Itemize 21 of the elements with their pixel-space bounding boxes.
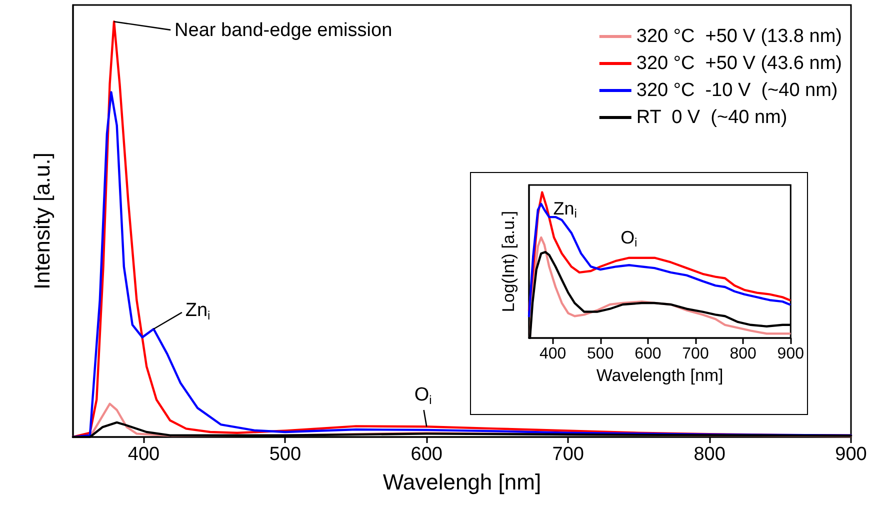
x-tick-label: 700 — [552, 444, 584, 465]
x-tick-label: 800 — [730, 346, 757, 362]
x-axis-title: Wavelength [nm] — [596, 366, 724, 385]
x-tick-label: 500 — [587, 346, 614, 362]
y-axis-title: Intensity [a.u.] — [30, 152, 54, 290]
x-tick-label: 600 — [634, 346, 662, 362]
x-tick-label: 800 — [694, 444, 726, 465]
legend-label: RT 0 V (~40 nm) — [636, 107, 788, 128]
x-tick-label: 500 — [269, 444, 302, 465]
x-tick-label: 900 — [835, 444, 867, 465]
legend-label: 320 °C -10 V (~40 nm) — [636, 80, 838, 101]
x-tick-label: 700 — [682, 346, 709, 362]
annotation: Near band-edge emission — [174, 20, 392, 42]
legend-label: 320 °C +50 V (13.8 nm) — [636, 26, 842, 47]
y-axis-title: Log(Int) [a.u.] — [499, 210, 518, 312]
x-tick-label: 900 — [777, 346, 804, 362]
x-tick-label: 600 — [410, 444, 442, 465]
legend-label: 320 °C +50 V (43.6 nm) — [636, 53, 842, 74]
x-tick-label: 400 — [128, 444, 160, 465]
x-axis-title: Wavelengh [nm] — [382, 470, 542, 494]
x-tick-label: 400 — [539, 346, 566, 362]
